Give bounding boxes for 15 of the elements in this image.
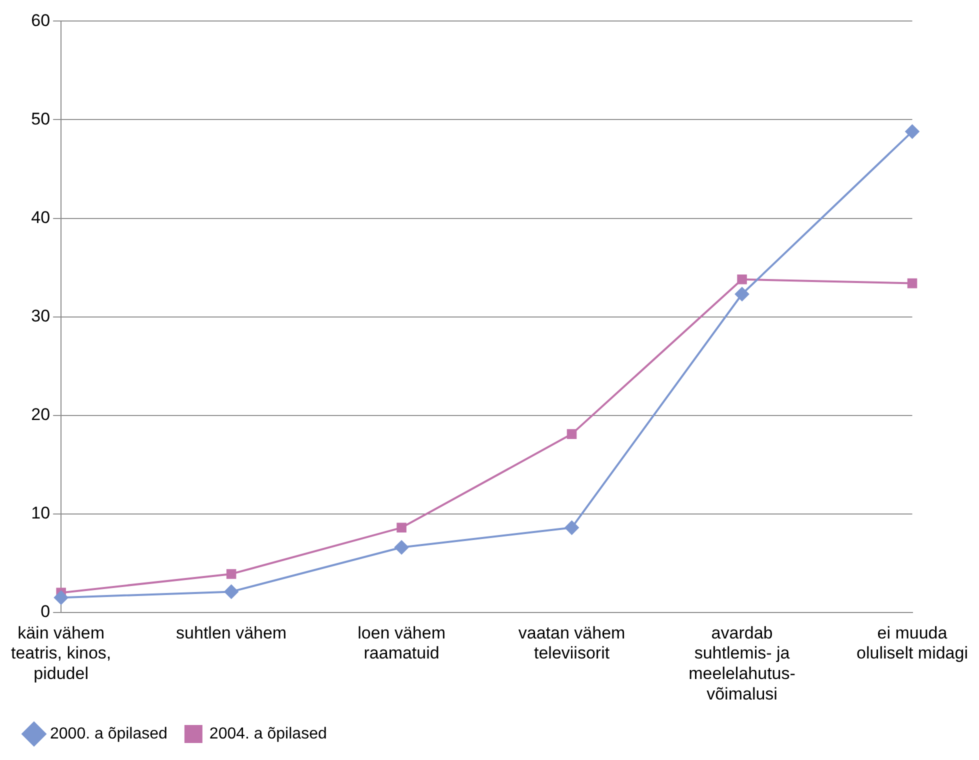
y-tick-label: 50 xyxy=(31,109,50,128)
x-tick-label: avardab suhtlemis- ja meelelahutus-võimalusi xyxy=(688,623,796,704)
y-tick-label: 0 xyxy=(40,602,50,622)
x-tick-label: vaatan vähem televiisorit xyxy=(518,623,626,663)
y-tick-label: 40 xyxy=(31,208,50,227)
y-tick-label: 10 xyxy=(31,504,50,523)
x-tick-label: ei muuda oluliselt midagi xyxy=(856,623,968,663)
legend-label: 2000. a õpilased xyxy=(50,725,168,742)
legend-label: 2004. a õpilased xyxy=(209,725,327,742)
y-tick-label: 60 xyxy=(31,10,50,30)
x-tick-label: loen vähem raamatuid xyxy=(358,623,446,663)
x-tick-label: käin vähem teatris, kinos, pidudel xyxy=(10,623,112,684)
x-tick-label: suhtlen vähem xyxy=(176,623,287,642)
y-tick-label: 20 xyxy=(31,405,50,424)
y-tick-label: 30 xyxy=(31,306,50,326)
